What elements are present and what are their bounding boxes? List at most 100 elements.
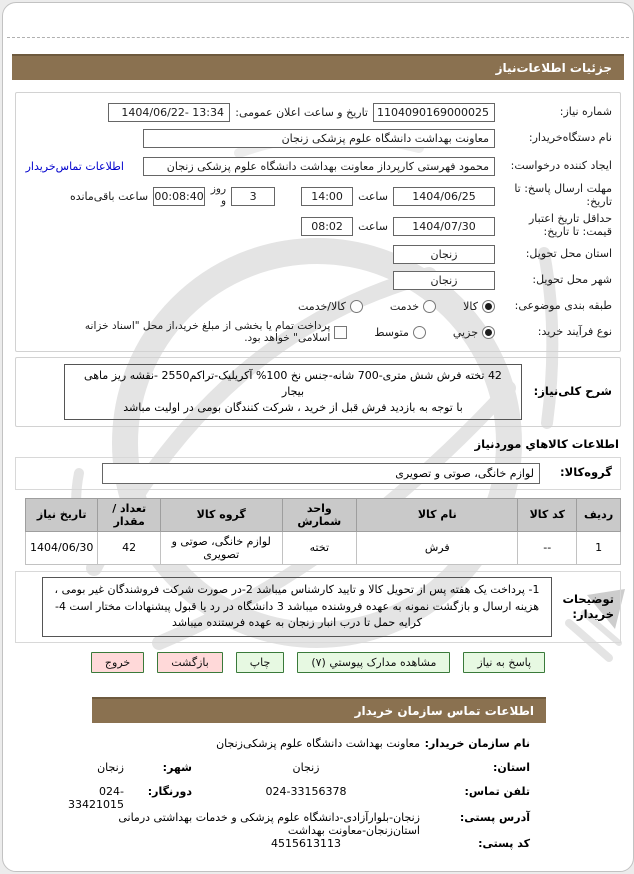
respond-to-need-button[interactable]: پاسخ به نیاز: [463, 651, 546, 673]
contact-fax-label: دورنگار:: [147, 784, 192, 798]
exit-button[interactable]: خروج: [90, 651, 145, 673]
top-divider: [7, 37, 629, 38]
option-label: کالا: [463, 299, 478, 313]
col-quantity: تعداد / مقدار: [97, 497, 161, 532]
section-header-need-details: جزئیات اطلاعات‌نیاز: [12, 54, 624, 80]
row-province: استان محل تحویل: زنجان: [24, 241, 612, 267]
postal-code-label: کد پستی:: [478, 836, 530, 850]
deadline-label: مهلت ارسال پاسخ: تا تاریخ:: [514, 182, 612, 208]
classification-option-service[interactable]: خدمت: [389, 299, 437, 313]
contact-city-value: زنجان: [97, 760, 124, 774]
row-city: شهر محل تحویل: زنجان: [24, 267, 612, 293]
section-title: اطلاعات تماس سازمان خریدار: [354, 703, 534, 718]
row-org-name: نام سازمان خریدار: معاونت بهداشت دانشگاه…: [92, 737, 530, 761]
radio-selected-icon[interactable]: [482, 325, 495, 339]
need-description-label: شرح کلی‌نیاز:: [533, 384, 612, 398]
remaining-days-field[interactable]: 3: [231, 186, 276, 206]
cell-need-date: 1404/06/30: [24, 530, 99, 565]
validity-label: حداقل تاریخ اعتبار قیمت: تا تاریخ:: [528, 212, 612, 238]
print-button[interactable]: چاپ: [235, 651, 285, 673]
option-label: کالا/خدمت: [298, 299, 346, 313]
row-process-type: نوع فرآیند خرید: جزیي متوسط پرداخت تمام …: [24, 319, 612, 345]
option-label: متوسط: [374, 325, 409, 339]
buyer-notes-field[interactable]: 1- پرداخت یک هفته پس از تحویل کالا و تای…: [42, 576, 552, 637]
buyer-notes-label: توضیحات خریدار:: [562, 592, 615, 621]
creator-field[interactable]: محمود فهرستی کارپرداز معاونت بهداشت دانش…: [143, 156, 495, 176]
col-item-code: کد کالا: [517, 497, 578, 532]
row-validity: حداقل تاریخ اعتبار قیمت: تا تاریخ: 1404/…: [24, 211, 612, 241]
announce-datetime-field[interactable]: 1404/06/22- 13:34: [108, 102, 230, 122]
deadline-hour-label: ساعت: [358, 189, 388, 203]
row-province-city: استان: زنجان شهر: زنجان: [92, 761, 530, 785]
cell-item-name: فرش: [356, 530, 519, 565]
row-buyer-org: نام دستگاه‌خریدار: معاونت بهداشت دانشگاه…: [24, 125, 612, 151]
treasury-payment-label: پرداخت تمام یا بخشی از مبلغ خرید،از محل …: [84, 320, 331, 344]
cell-quantity: 42: [97, 530, 161, 565]
city-label: شهر محل تحویل:: [532, 273, 612, 287]
row-deadline: مهلت ارسال پاسخ: تا تاریخ: 1404/06/25 سا…: [24, 181, 612, 211]
row-phone-fax: تلفن تماس: 024-33156378 دورنگار: 024-334…: [68, 784, 530, 811]
row-creator: ایجاد کننده درخواست: محمود فهرستی کارپرد…: [24, 151, 612, 181]
table-row: 1 -- فرش تخته لوازم خانگی، صوتی و تصویری…: [24, 530, 621, 565]
goods-group-label: گروه‌کالا:: [560, 465, 612, 480]
city-field[interactable]: زنجان: [393, 270, 495, 290]
org-name-label: نام سازمان خریدار:: [424, 736, 530, 750]
address-label: آدرس پستی:: [459, 810, 530, 824]
province-field[interactable]: زنجان: [393, 244, 495, 264]
postal-code-value: 4515613113: [271, 836, 341, 850]
contact-phone-label: تلفن تماس:: [464, 784, 530, 798]
radio-selected-icon[interactable]: [482, 299, 495, 313]
validity-hour-field[interactable]: 08:02: [301, 216, 354, 236]
goods-group-row: گروه‌کالا: لوازم خانگی، صوتی و تصویری: [15, 456, 621, 490]
checkbox-icon[interactable]: [334, 325, 348, 339]
process-option-minor[interactable]: جزیي: [452, 325, 495, 339]
process-type-label: نوع فرآیند خرید:: [537, 325, 612, 339]
org-name-value: معاونت بهداشت دانشگاه علوم پزشکی‌زنجان: [216, 736, 420, 750]
contact-province-value: زنجان: [292, 760, 320, 774]
classification-option-goods-service[interactable]: کالا/خدمت: [298, 299, 363, 313]
goods-table: ردیف کد کالا نام کالا واحد شمارش گروه کا…: [24, 497, 621, 565]
row-postal-code: کد پستی: 4515613113: [92, 837, 530, 861]
announce-label: تاریخ و ساعت اعلان عمومی:: [235, 105, 368, 119]
need-description-panel: شرح کلی‌نیاز: 42 تخته فرش شش متری-700 شا…: [15, 357, 621, 427]
contact-city-label: شهر:: [162, 760, 192, 774]
need-info-panel: شماره نیاز: 1104090169000025 تاریخ و ساع…: [15, 92, 621, 352]
cell-row-index: 1: [576, 530, 621, 565]
col-need-date: تاریخ نیاز: [24, 497, 99, 532]
option-label: جزیي: [452, 325, 478, 339]
validity-date-field[interactable]: 1404/07/30: [393, 216, 495, 236]
need-number-field[interactable]: 1104090169000025: [373, 102, 495, 122]
section-header-buyer-contact: اطلاعات تماس سازمان خریدار: [92, 696, 546, 723]
address-value: زنجان-بلوارآزادی-دانشگاه علوم پزشکی و خد…: [118, 810, 420, 837]
buyer-contact-body: نام سازمان خریدار: معاونت بهداشت دانشگاه…: [68, 723, 546, 871]
remaining-time-label: ساعت باقی‌مانده: [69, 189, 149, 203]
classification-option-goods[interactable]: کالا: [463, 299, 495, 313]
action-buttons: پاسخ به نیاز مشاهده مدارک پیوستي (۷) چاپ…: [3, 651, 633, 673]
contact-fax-value: 024-33421015: [68, 784, 125, 811]
buyer-contact-link[interactable]: اطلاعات تماس‌خریدار: [25, 159, 124, 173]
option-label: خدمت: [389, 299, 420, 313]
col-item-group: گروه کالا: [159, 497, 283, 532]
col-row-index: ردیف: [576, 497, 621, 532]
goods-group-field[interactable]: لوازم خانگی، صوتی و تصویری: [102, 462, 540, 484]
deadline-date-field[interactable]: 1404/06/25: [393, 186, 495, 206]
radio-icon[interactable]: [423, 299, 437, 313]
radio-icon[interactable]: [412, 325, 426, 339]
need-description-field[interactable]: 42 تخته فرش شش متری-700 شانه-جنس نخ 100%…: [64, 364, 522, 420]
section-title: جزئیات اطلاعات‌نیاز: [495, 61, 612, 75]
radio-icon[interactable]: [349, 299, 363, 313]
province-label: استان محل تحویل:: [525, 247, 612, 261]
creator-label: ایجاد کننده درخواست:: [510, 158, 612, 172]
buyer-org-field[interactable]: معاونت بهداشت دانشگاه علوم پزشکی زنجان: [143, 128, 495, 148]
view-attachments-button[interactable]: مشاهده مدارک پیوستي (۷): [297, 651, 451, 673]
col-item-name: نام کالا: [356, 497, 519, 532]
contact-phone-value: 024-33156378: [265, 784, 347, 798]
row-address: آدرس پستی: زنجان-بلوارآزادی-دانشگاه علوم…: [92, 811, 530, 837]
remaining-time-field[interactable]: 00:08:40: [153, 186, 206, 206]
goods-section-heading: اطلاعات کالاهاي موردنیاز: [474, 436, 619, 451]
back-button[interactable]: بازگشت: [157, 651, 223, 673]
process-option-medium[interactable]: متوسط: [374, 325, 426, 339]
treasury-payment-option[interactable]: پرداخت تمام یا بخشی از مبلغ خرید،از محل …: [46, 320, 348, 344]
deadline-hour-field[interactable]: 14:00: [301, 186, 354, 206]
